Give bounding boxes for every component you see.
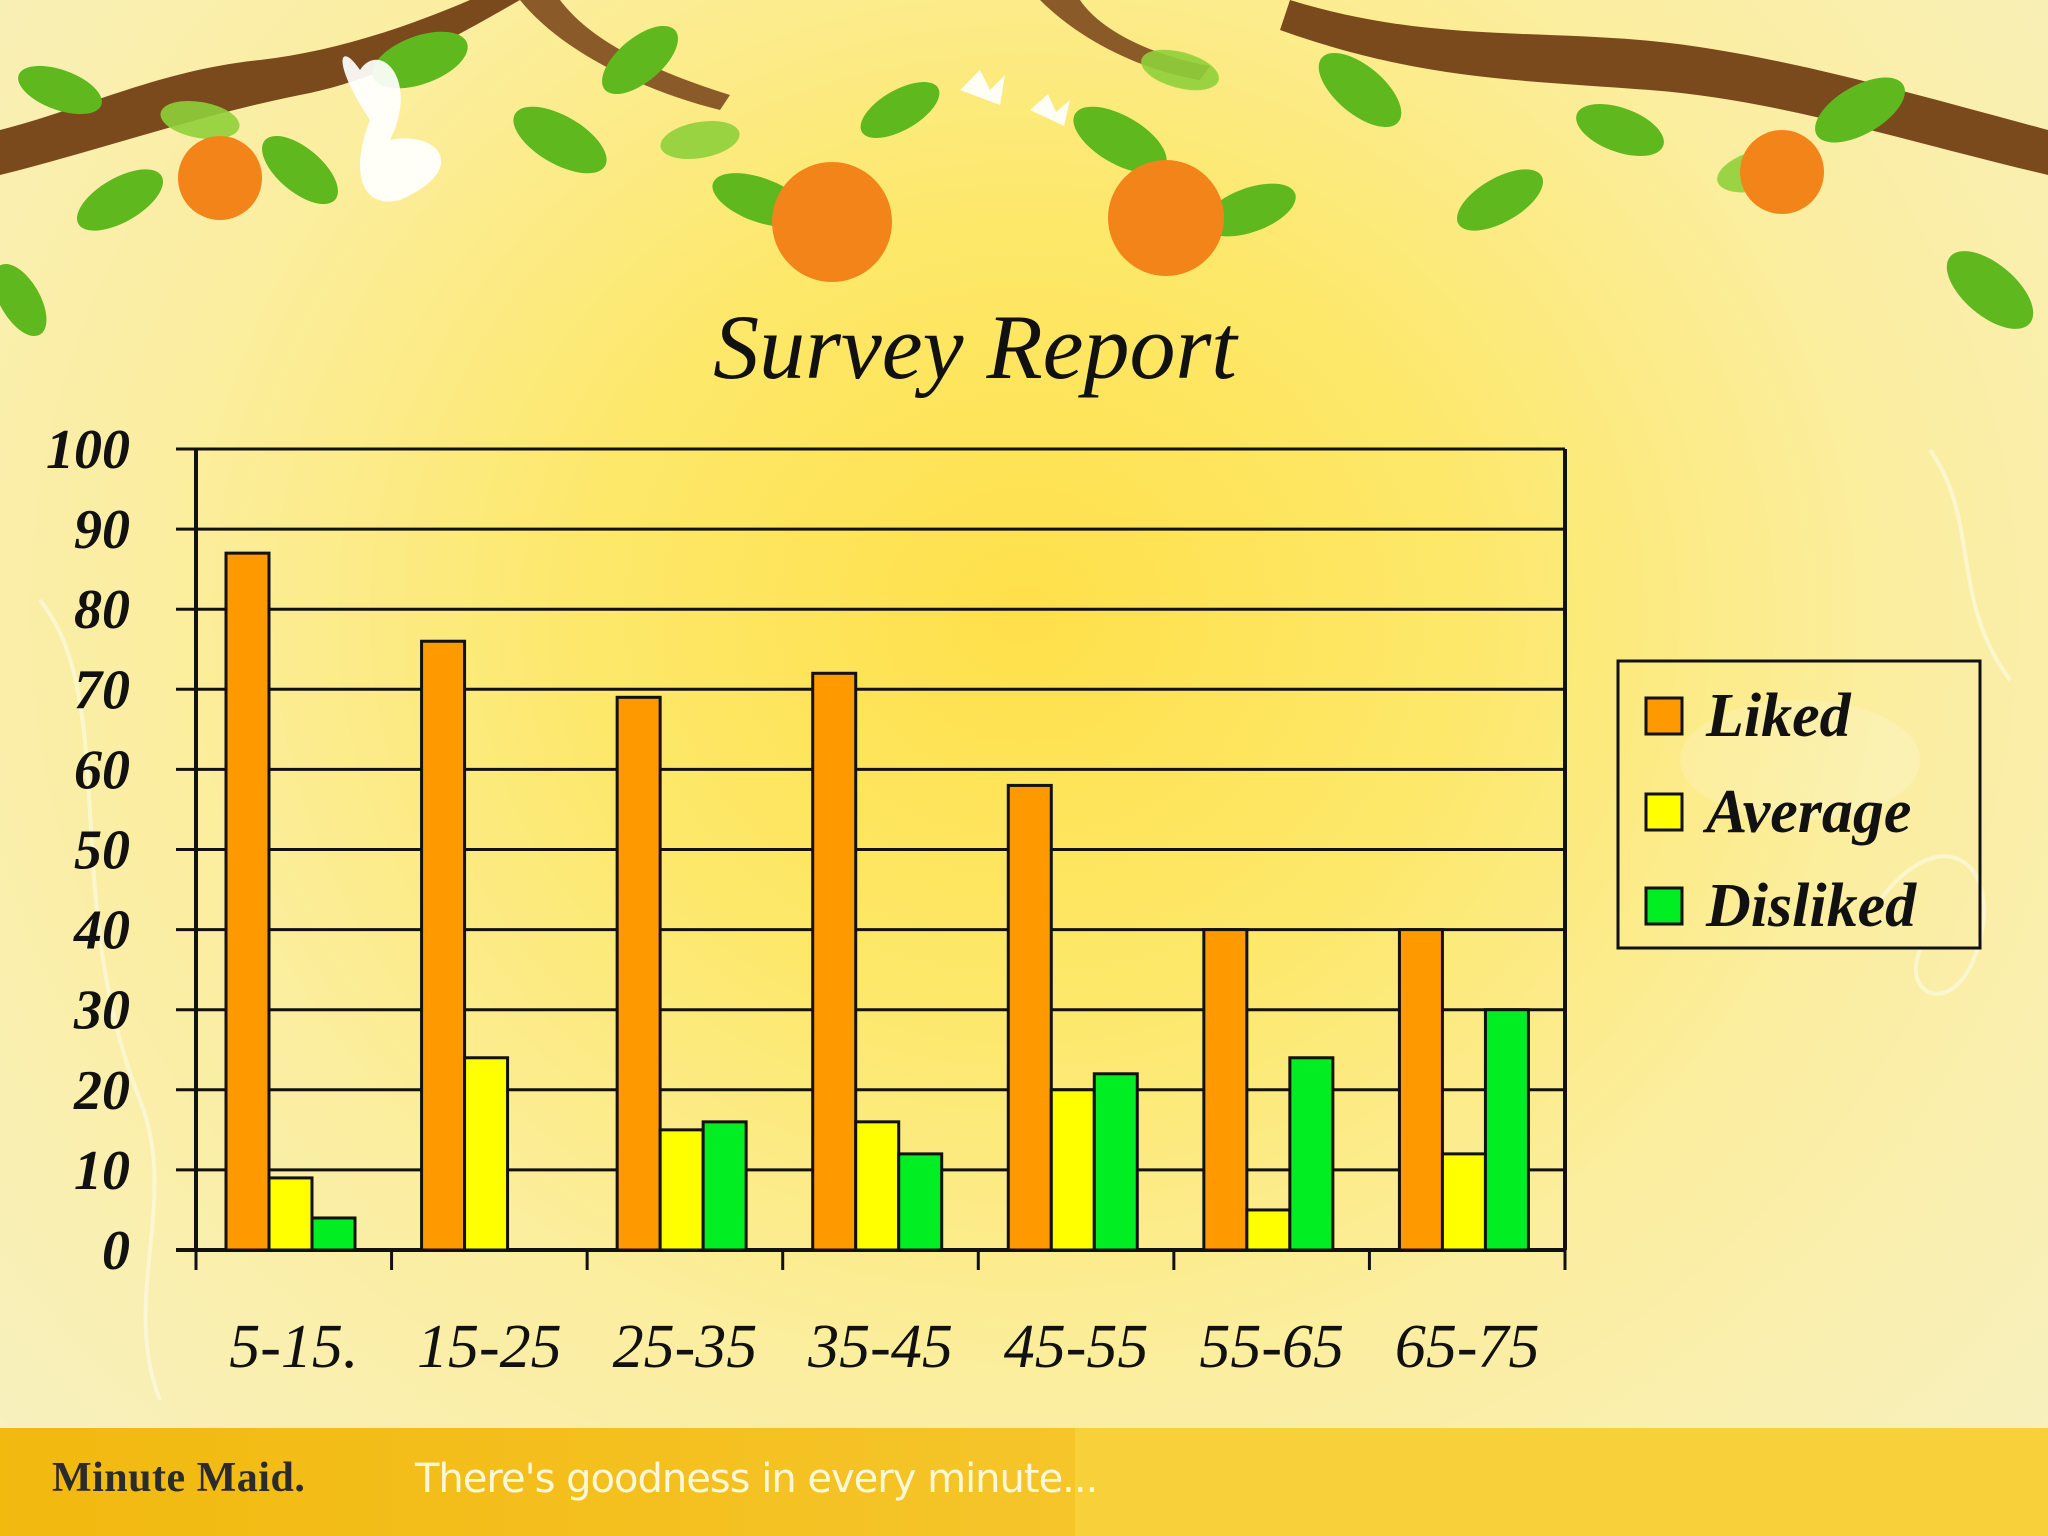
bar-average-0 bbox=[267, 1176, 314, 1252]
bar-disliked-2 bbox=[701, 1120, 748, 1252]
bar-liked-3 bbox=[811, 671, 858, 1252]
legend-label-average: Average bbox=[1702, 778, 1911, 846]
brand-logo-text: Minute Maid. bbox=[52, 1455, 306, 1501]
y-tick-label: 40 bbox=[73, 900, 130, 962]
x-tick-label: 15-25 bbox=[417, 1313, 562, 1381]
x-tick-label: 55-65 bbox=[1199, 1313, 1344, 1381]
y-tick-label: 80 bbox=[74, 579, 130, 641]
brand-tagline: There's goodness in every minute... bbox=[415, 1456, 1098, 1502]
bar-disliked-4 bbox=[1092, 1072, 1139, 1252]
x-tick-label: 5-15. bbox=[229, 1313, 358, 1381]
footer-bar: Minute Maid. There's goodness in every m… bbox=[0, 1428, 2048, 1536]
y-tick-label: 10 bbox=[74, 1140, 130, 1202]
y-tick-label: 0 bbox=[102, 1220, 130, 1282]
x-tick-label: 25-35 bbox=[613, 1313, 758, 1381]
y-tick-label: 50 bbox=[74, 820, 130, 882]
legend-swatch-disliked bbox=[1644, 886, 1684, 926]
bar-disliked-3 bbox=[897, 1152, 944, 1252]
bar-average-4 bbox=[1049, 1088, 1096, 1252]
bar-disliked-5 bbox=[1288, 1056, 1335, 1252]
bar-liked-2 bbox=[615, 695, 662, 1252]
y-tick-label: 90 bbox=[74, 499, 130, 561]
legend-label-disliked: Disliked bbox=[1705, 872, 1917, 940]
x-tick-label: 45-55 bbox=[1004, 1313, 1149, 1381]
bar-average-2 bbox=[658, 1128, 705, 1252]
y-tick-label: 30 bbox=[73, 980, 130, 1042]
bar-liked-4 bbox=[1006, 783, 1053, 1252]
chart-title: Survey Report bbox=[713, 296, 1239, 398]
butterflies bbox=[342, 56, 1070, 202]
x-tick-label: 65-75 bbox=[1395, 1313, 1540, 1381]
tree-branch-left bbox=[0, 0, 520, 175]
plot-area: 0 10 20 30 40 50 60 70 80 90 100 5-15. 15-25 25-35 35-… bbox=[46, 419, 1567, 1381]
legend-swatch-average bbox=[1644, 792, 1684, 832]
bar-average-1 bbox=[463, 1056, 510, 1252]
bar-liked-5 bbox=[1202, 928, 1249, 1252]
x-tick-label: 35-45 bbox=[807, 1313, 953, 1381]
footer-bar-left bbox=[0, 1428, 1075, 1536]
y-tick-label: 60 bbox=[74, 739, 130, 801]
bar-liked-0 bbox=[224, 551, 271, 1252]
bar-liked-6 bbox=[1397, 928, 1444, 1252]
bar-average-5 bbox=[1245, 1208, 1292, 1252]
bar-liked-1 bbox=[420, 639, 467, 1252]
oranges bbox=[178, 130, 1824, 282]
y-tick-label: 20 bbox=[73, 1060, 130, 1122]
y-tick-label: 70 bbox=[74, 659, 130, 721]
bar-average-3 bbox=[854, 1120, 901, 1252]
legend-swatch-liked bbox=[1644, 696, 1684, 736]
leaves bbox=[0, 25, 2034, 337]
legend-box bbox=[1616, 659, 1982, 950]
tree-branch-right bbox=[1280, 0, 2048, 175]
legend-label-liked: Liked bbox=[1705, 682, 1852, 750]
chart-legend: Liked Average Disliked bbox=[1616, 659, 1982, 950]
bar-disliked-0 bbox=[310, 1216, 357, 1252]
y-tick-label: 100 bbox=[46, 419, 130, 481]
bar-average-6 bbox=[1440, 1152, 1487, 1252]
bar-disliked-6 bbox=[1483, 1008, 1530, 1252]
